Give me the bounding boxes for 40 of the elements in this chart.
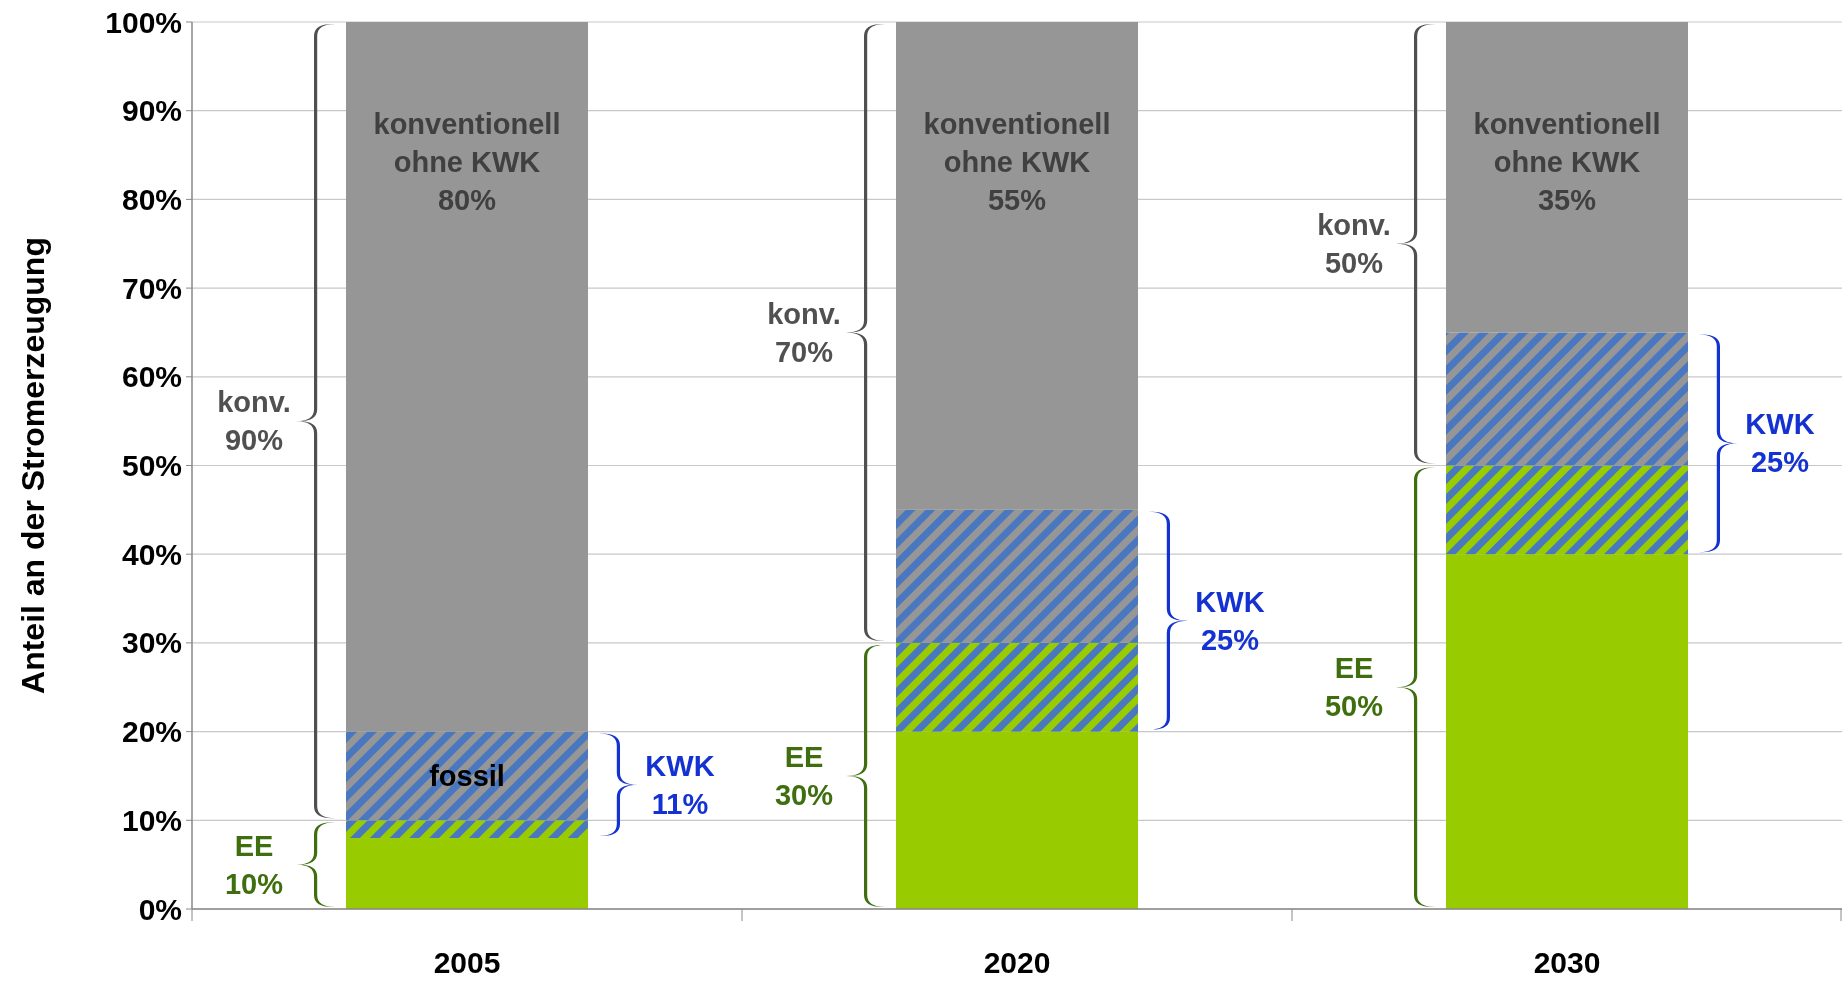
y-tick-label: 60% [121,360,182,394]
y-tick-label: 10% [121,803,182,837]
annotation: fossil [429,760,505,793]
annotation: konventionell ohne KWK 55% [923,108,1111,217]
bar [896,22,1138,510]
bar [896,642,1138,732]
y-tick-label: 30% [121,626,182,660]
annotation: EE 50% [1324,652,1384,723]
bar [896,509,1138,643]
bar [896,731,1138,909]
bar [346,22,588,732]
x-tick-label: 2005 [433,946,501,979]
bar [1446,22,1688,333]
y-tick-label: 40% [121,537,182,571]
annotation: KWK 11% [645,749,715,820]
annotation: konv. 70% [767,297,841,368]
annotation: konv. 50% [1317,208,1391,279]
y-tick-label: 70% [121,271,182,305]
x-tick-label: 2020 [983,946,1051,979]
annotation: konventionell ohne KWK 35% [1473,108,1661,217]
bar [346,838,588,909]
annotation: EE 10% [224,829,284,900]
y-tick-label: 20% [121,715,182,749]
y-tick-label: 50% [121,449,182,482]
annotation: konv. 90% [217,386,291,457]
y-tick-label: 90% [121,94,182,128]
y-tick-label: 80% [121,182,182,216]
bar [1446,554,1688,909]
y-axis-title: Anteil an der Stromerzeugung [15,237,51,694]
annotation: KWK 25% [1745,408,1815,479]
x-tick-label: 2030 [1533,946,1601,979]
annotation: KWK 25% [1195,585,1265,656]
y-tick-label: 100% [105,5,182,39]
y-tick-label: 0% [138,892,182,926]
bar [346,820,588,839]
annotation: EE 30% [774,741,834,812]
bar [1446,465,1688,555]
bar [1446,332,1688,466]
bar [346,731,588,821]
annotation: konventionell ohne KWK 80% [373,108,561,217]
